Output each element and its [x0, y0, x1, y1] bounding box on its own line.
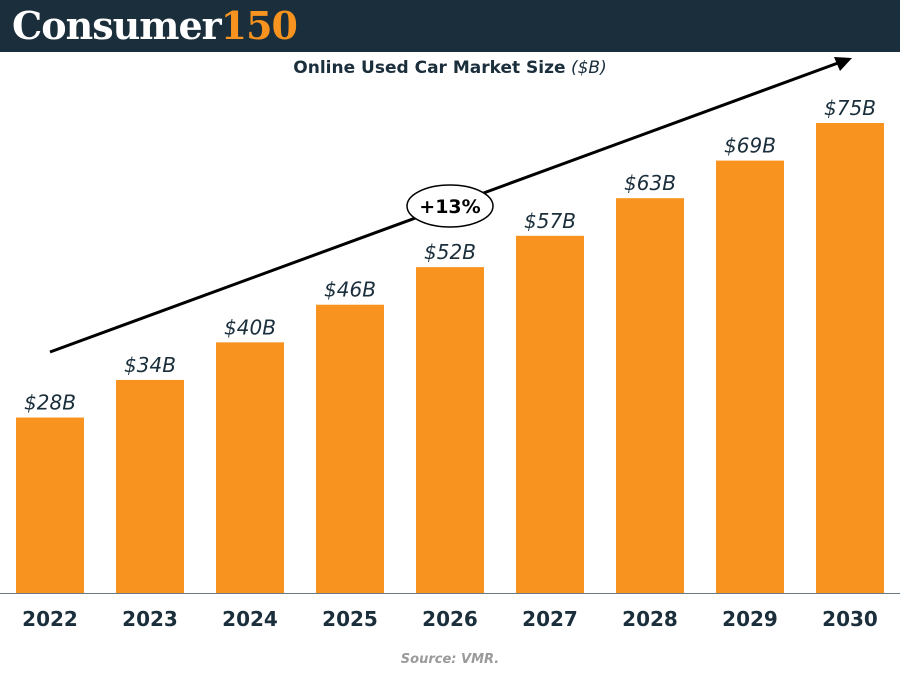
trend-arrow-head	[834, 57, 852, 71]
value-label-2024: $40B	[224, 315, 276, 339]
value-label-2026: $52B	[424, 240, 476, 264]
bar-2030	[816, 123, 884, 593]
x-tick-2025: 2025	[322, 607, 378, 631]
value-label-2030: $75B	[824, 96, 876, 120]
bar-2023	[116, 379, 184, 593]
chart-title: Online Used Car Market Size ($B)	[0, 58, 900, 78]
x-tick-2028: 2028	[622, 607, 678, 631]
x-tick-2027: 2027	[522, 607, 578, 631]
value-label-2022: $28B	[24, 391, 76, 415]
bar-2027	[516, 235, 584, 594]
x-tick-2024: 2024	[222, 607, 278, 631]
brand-logo: Consumer150	[12, 2, 298, 50]
value-label-2025: $46B	[324, 278, 376, 302]
value-label-2027: $57B	[524, 209, 576, 233]
brand-word: Consumer	[12, 3, 222, 48]
bar-2029	[716, 160, 784, 593]
chart-title-unit: ($B)	[570, 58, 607, 78]
bar-2025	[316, 304, 384, 593]
value-label-2023: $34B	[124, 353, 176, 377]
growth-badge	[406, 184, 494, 228]
bar-2028	[616, 198, 684, 593]
x-tick-2030: 2030	[822, 607, 878, 631]
value-label-2028: $63B	[624, 171, 676, 195]
source-note: Source: VMR.	[400, 652, 500, 667]
bar-2022	[16, 417, 84, 593]
bar-2026	[416, 267, 484, 593]
bar-2024	[216, 342, 284, 593]
value-label-2029: $69B	[724, 134, 776, 158]
brand-number: 150	[220, 3, 298, 48]
x-tick-2022: 2022	[22, 607, 78, 631]
x-tick-2029: 2029	[722, 607, 778, 631]
chart-title-main: Online Used Car Market Size	[293, 58, 566, 78]
x-tick-2026: 2026	[422, 607, 478, 631]
x-tick-2023: 2023	[122, 607, 178, 631]
growth-label: +13%	[419, 196, 480, 218]
header-bar: Consumer150	[0, 0, 900, 52]
